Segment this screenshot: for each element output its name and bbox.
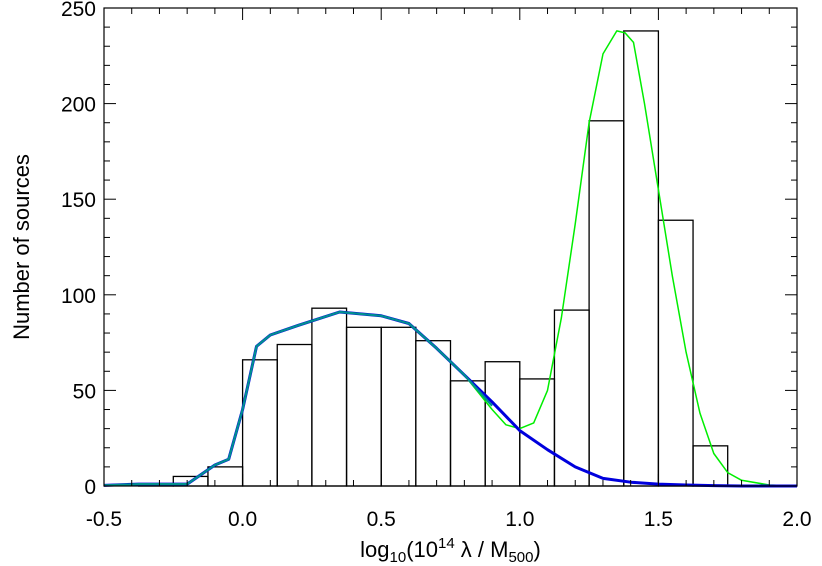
fit-curves bbox=[103, 30, 798, 488]
histogram-bar bbox=[241, 359, 278, 487]
x-tick-label: 0.0 bbox=[228, 508, 257, 531]
y-axis-title: Number of sources bbox=[9, 154, 34, 340]
x-axis-title-sup: 14 bbox=[438, 535, 455, 552]
x-axis-title: log10(1014 λ / M500) bbox=[360, 535, 541, 566]
y-tick-label: 50 bbox=[73, 380, 96, 403]
x-axis-title-mid2: λ / M bbox=[455, 537, 509, 562]
histogram-bar bbox=[623, 30, 660, 487]
plot-frame bbox=[103, 7, 798, 487]
x-tick-label: -0.5 bbox=[86, 508, 122, 531]
histogram-bar bbox=[415, 340, 452, 487]
y-tick-label: 100 bbox=[61, 285, 96, 308]
x-tick-label: 1.5 bbox=[644, 508, 673, 531]
x-axis-title-sub2: 500 bbox=[508, 549, 533, 566]
x-axis-title-suffix: ) bbox=[534, 537, 541, 562]
y-tick-label: 250 bbox=[61, 0, 96, 21]
tick-labels: -0.5 0.0 0.5 1.0 1.5 2.0 0 50 100 150 200 250 bbox=[61, 0, 812, 531]
histogram-bar bbox=[657, 219, 694, 487]
histogram-bar bbox=[380, 326, 417, 487]
x-axis-title-mid1: (10 bbox=[406, 537, 438, 562]
y-tick-label: 150 bbox=[61, 189, 96, 212]
y-tick-label: 0 bbox=[84, 476, 96, 499]
x-axis-title-sub1: 10 bbox=[390, 549, 407, 566]
histogram-bar bbox=[449, 380, 486, 487]
x-tick-label: 2.0 bbox=[782, 508, 811, 531]
histogram-bar bbox=[207, 466, 244, 487]
histogram-bar bbox=[276, 343, 313, 487]
x-tick-label: 1.0 bbox=[505, 508, 534, 531]
histogram-bar bbox=[588, 120, 625, 487]
fit-curve-3 bbox=[103, 310, 493, 487]
y-tick-label: 200 bbox=[61, 94, 96, 117]
x-axis-title-log: log bbox=[360, 537, 389, 562]
x-tick-label: 0.5 bbox=[367, 508, 396, 531]
histogram-bars bbox=[137, 30, 729, 487]
histogram-bar bbox=[345, 326, 382, 487]
histogram-bar bbox=[311, 307, 348, 487]
histogram-bar bbox=[553, 309, 590, 487]
